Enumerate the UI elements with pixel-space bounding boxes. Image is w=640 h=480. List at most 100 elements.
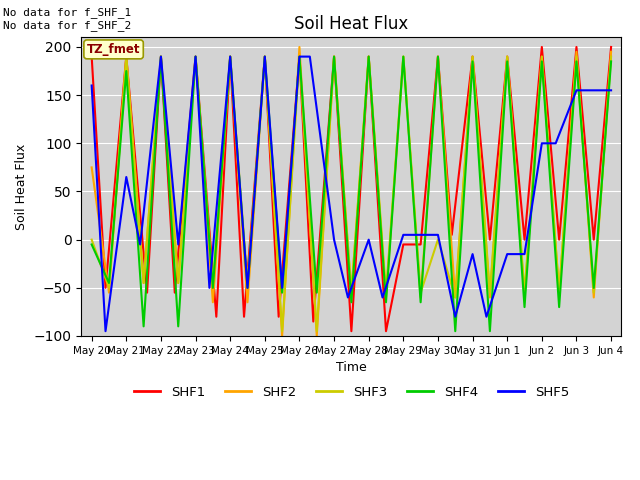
SHF5	[521, 251, 529, 257]
X-axis label: Time: Time	[336, 361, 367, 374]
SHF4	[227, 54, 234, 60]
SHF4	[348, 300, 355, 305]
SHF4	[261, 54, 269, 60]
SHF2	[573, 49, 580, 55]
SHF1	[275, 314, 282, 320]
SHF5	[468, 251, 476, 257]
SHF4	[417, 300, 424, 305]
SHF2	[140, 280, 147, 286]
SHF5	[122, 174, 130, 180]
Line: SHF3: SHF3	[92, 57, 611, 331]
SHF1	[365, 54, 372, 60]
SHF1	[382, 328, 390, 334]
SHF3	[468, 54, 476, 60]
SHF3	[244, 280, 252, 286]
SHF4	[140, 324, 147, 329]
SHF3	[140, 280, 147, 286]
Y-axis label: Soil Heat Flux: Soil Heat Flux	[15, 144, 28, 230]
SHF4	[556, 304, 563, 310]
SHF2	[521, 295, 529, 300]
SHF2	[434, 54, 442, 60]
SHF2	[278, 333, 286, 339]
SHF1	[102, 285, 109, 291]
Legend: SHF1, SHF2, SHF3, SHF4, SHF5: SHF1, SHF2, SHF3, SHF4, SHF5	[129, 381, 574, 404]
SHF4	[538, 59, 546, 64]
SHF4	[365, 54, 372, 60]
SHF5	[330, 237, 338, 242]
Line: SHF2: SHF2	[92, 47, 611, 336]
SHF1	[122, 54, 130, 60]
SHF3	[278, 328, 286, 334]
SHF3	[434, 237, 442, 242]
SHF2	[174, 280, 182, 286]
SHF2	[504, 54, 511, 60]
SHF5	[192, 54, 200, 60]
SHF3	[504, 54, 511, 60]
SHF4	[209, 285, 217, 291]
SHF4	[157, 54, 164, 60]
SHF4	[486, 328, 493, 334]
SHF2	[590, 295, 598, 300]
SHF5	[102, 328, 109, 334]
Text: No data for f_SHF_1
No data for f_SHF_2: No data for f_SHF_1 No data for f_SHF_2	[3, 7, 131, 31]
SHF4	[88, 241, 95, 247]
SHF2	[538, 54, 546, 60]
SHF3	[192, 54, 200, 60]
SHF3	[486, 290, 493, 296]
SHF4	[590, 285, 598, 291]
SHF4	[278, 290, 286, 296]
SHF1	[348, 328, 355, 334]
SHF4	[399, 54, 407, 60]
SHF2	[88, 165, 95, 170]
SHF4	[607, 59, 615, 64]
SHF5	[205, 285, 213, 291]
SHF3	[296, 54, 303, 60]
SHF2	[105, 290, 113, 296]
SHF5	[410, 232, 417, 238]
SHF2	[261, 54, 269, 60]
SHF2	[607, 49, 615, 55]
SHF1	[607, 44, 615, 50]
SHF2	[122, 54, 130, 60]
SHF4	[192, 54, 200, 60]
SHF5	[174, 241, 182, 247]
SHF2	[244, 300, 252, 305]
SHF1	[88, 54, 95, 60]
SHF1	[171, 290, 179, 296]
SHF1	[468, 54, 476, 60]
Line: SHF1: SHF1	[92, 47, 611, 331]
SHF5	[573, 87, 580, 93]
SHF3	[105, 285, 113, 291]
SHF5	[261, 54, 269, 60]
SHF2	[468, 54, 476, 60]
SHF2	[451, 295, 459, 300]
SHF3	[313, 328, 321, 334]
SHF5	[296, 54, 303, 60]
SHF4	[105, 280, 113, 286]
SHF4	[296, 54, 303, 60]
SHF5	[483, 314, 490, 320]
SHF4	[468, 59, 476, 64]
Text: TZ_fmet: TZ_fmet	[87, 43, 140, 56]
SHF5	[399, 232, 407, 238]
SHF2	[192, 54, 200, 60]
SHF1	[556, 237, 563, 242]
SHF3	[556, 290, 563, 296]
SHF2	[209, 300, 217, 305]
Title: Soil Heat Flux: Soil Heat Flux	[294, 15, 408, 33]
SHF3	[365, 54, 372, 60]
SHF3	[521, 290, 529, 296]
SHF3	[330, 54, 338, 60]
SHF3	[88, 237, 95, 242]
SHF2	[313, 333, 321, 339]
SHF3	[607, 54, 615, 60]
SHF3	[227, 54, 234, 60]
SHF1	[538, 44, 546, 50]
SHF4	[521, 304, 529, 310]
SHF5	[88, 83, 95, 88]
SHF1	[227, 54, 234, 60]
SHF3	[122, 54, 130, 60]
SHF5	[379, 295, 387, 300]
SHF1	[434, 54, 442, 60]
SHF2	[556, 290, 563, 296]
